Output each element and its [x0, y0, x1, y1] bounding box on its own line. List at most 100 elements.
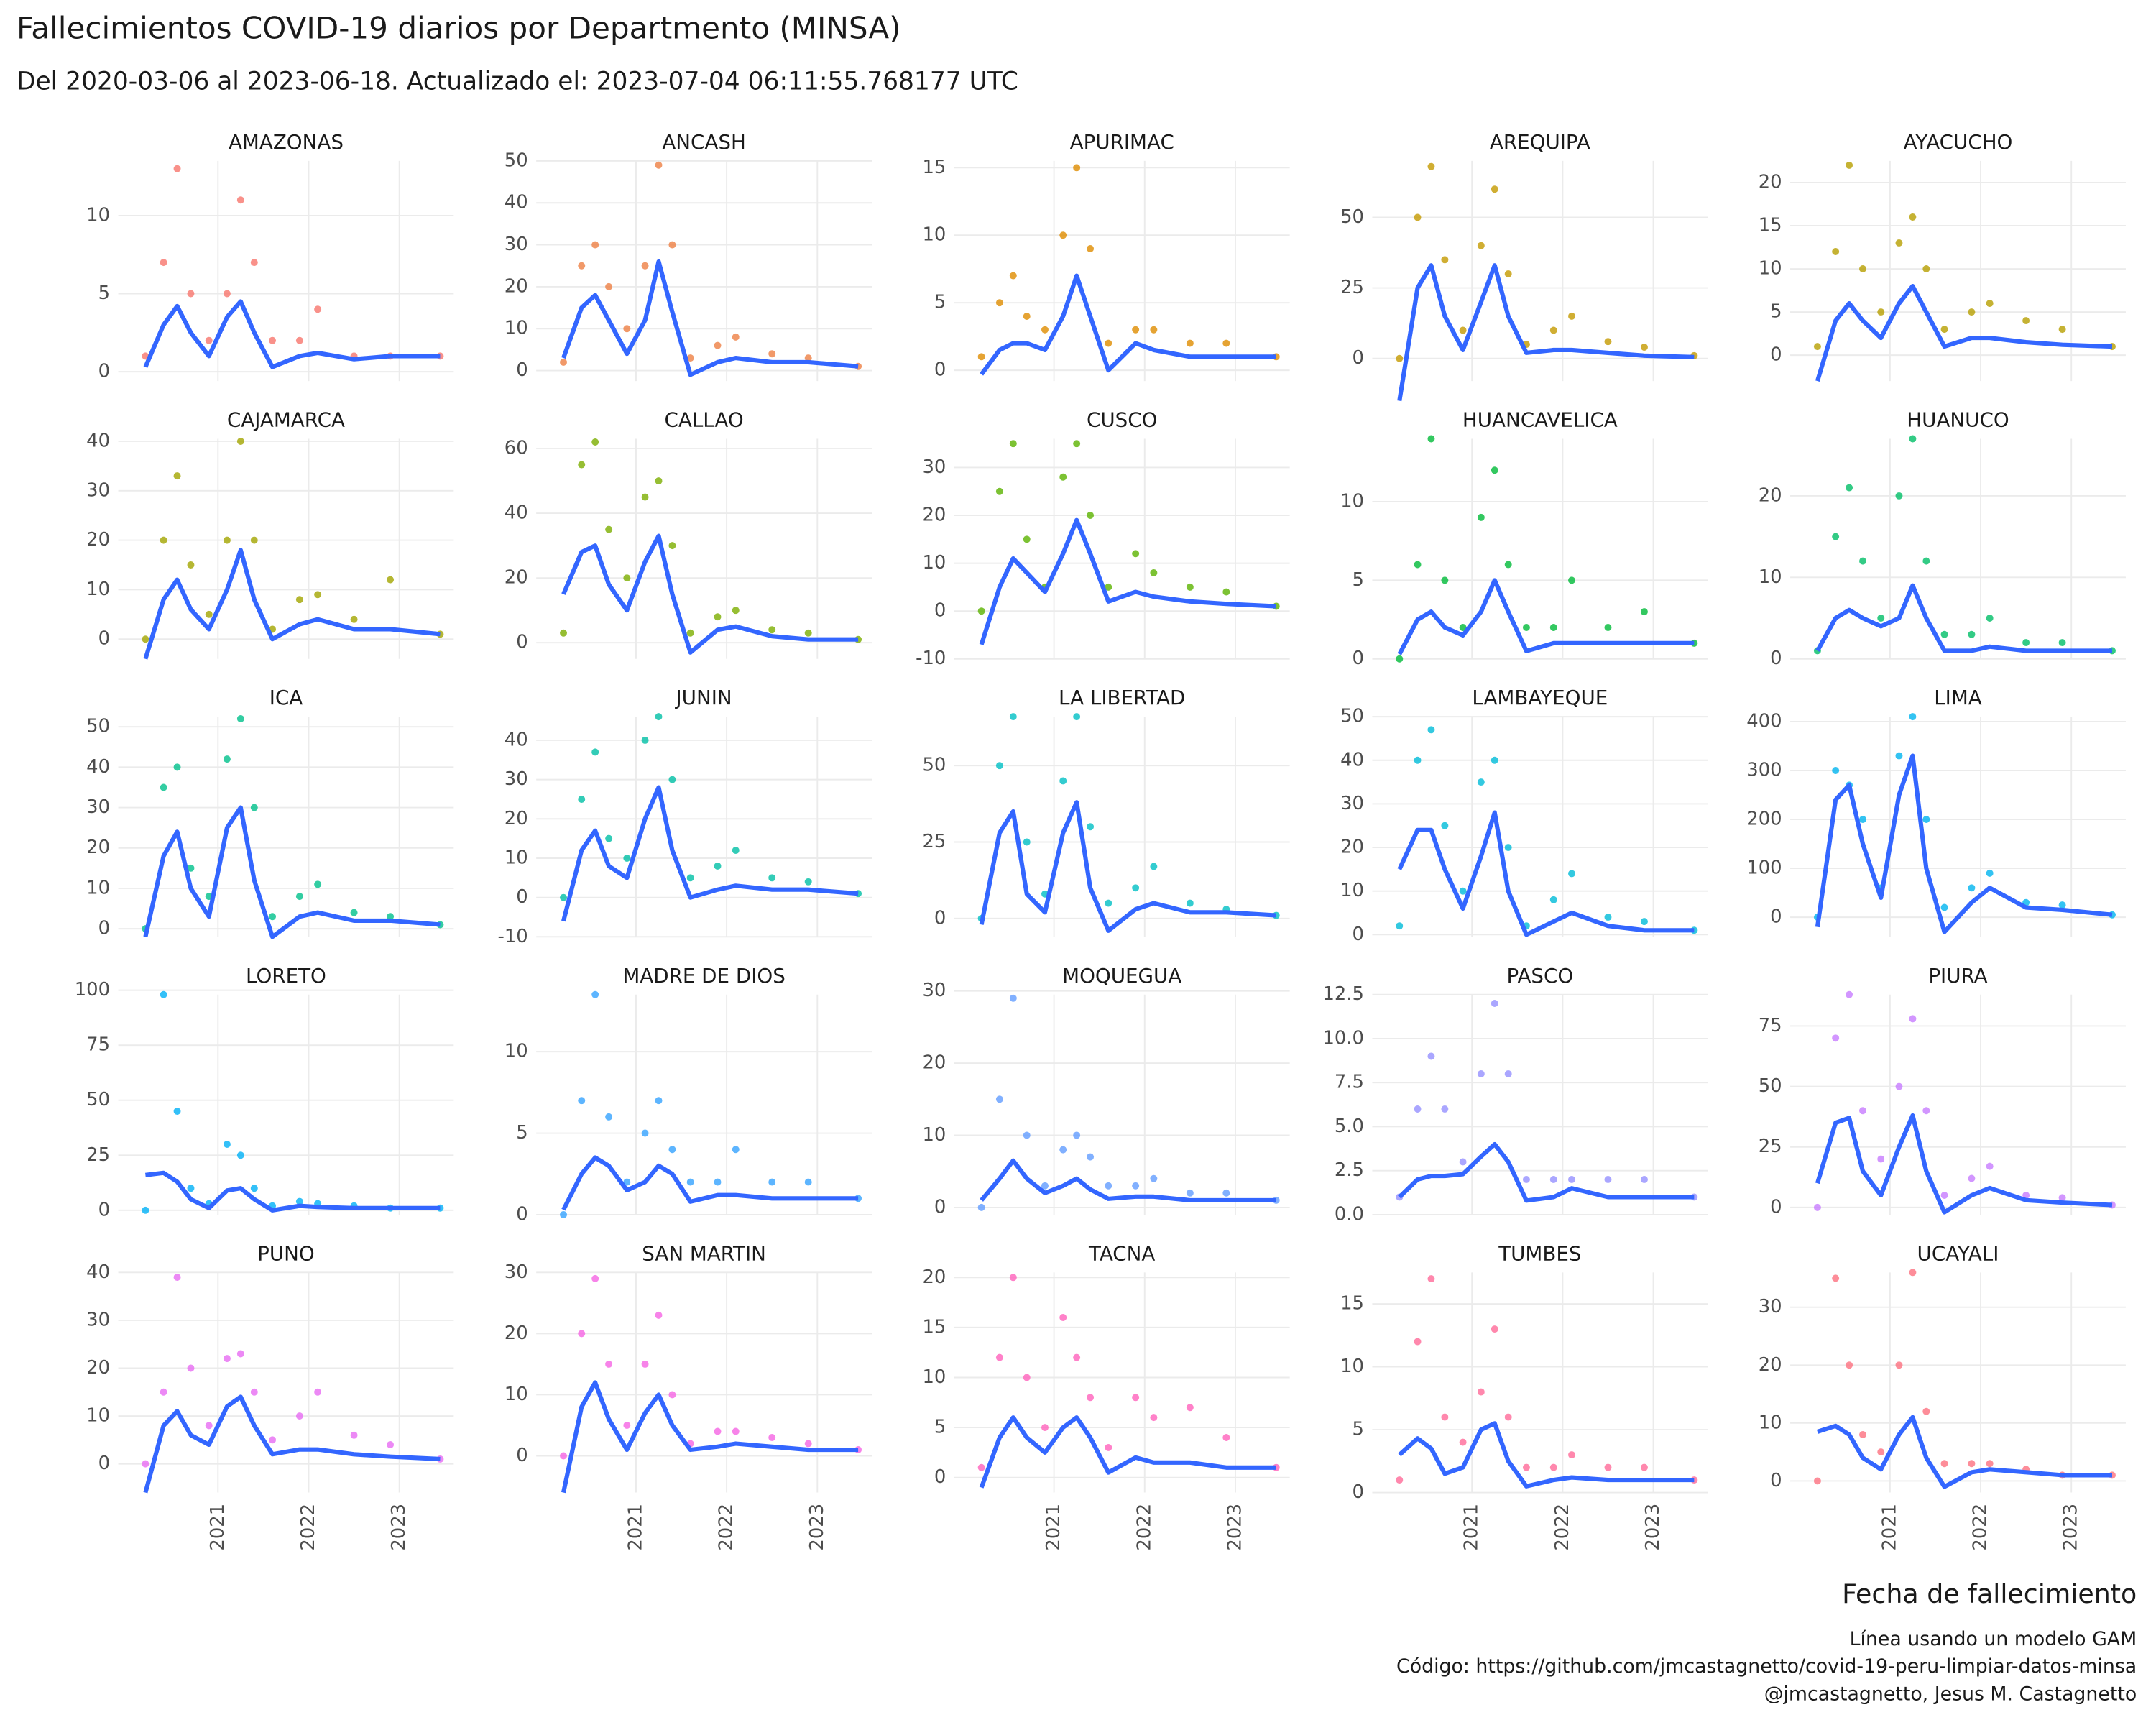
- data-point: [1549, 1175, 1557, 1183]
- chart-title: Fallecimientos COVID-19 diarios por Depa…: [17, 11, 901, 46]
- data-point: [1940, 1460, 1948, 1468]
- y-tick-label: 0: [934, 1196, 946, 1218]
- data-point: [1023, 1374, 1031, 1381]
- y-tick-label: 40: [1340, 749, 1364, 770]
- y-tick-label: 30: [1340, 793, 1364, 814]
- data-point: [250, 259, 258, 267]
- data-point: [1895, 239, 1903, 247]
- y-tick-label: 5: [516, 1122, 528, 1144]
- y-tick-label: 0: [934, 600, 946, 622]
- data-point: [686, 354, 694, 362]
- data-point: [1640, 1175, 1648, 1183]
- y-tick-label: 0: [98, 1199, 110, 1220]
- y-tick-label: 0: [516, 1203, 528, 1225]
- panel-title: APURIMAC: [1070, 130, 1174, 154]
- data-point: [2022, 1192, 2030, 1200]
- data-point: [977, 1463, 985, 1471]
- data-point: [269, 1436, 277, 1444]
- y-tick-label: 40: [86, 756, 110, 778]
- data-point: [1895, 752, 1903, 760]
- data-point: [560, 1210, 567, 1218]
- data-point: [1459, 1158, 1467, 1166]
- data-point: [2058, 639, 2066, 647]
- caption: Código: https://github.com/jmcastagnetto…: [1396, 1655, 2137, 1678]
- y-tick-label: 50: [505, 150, 528, 171]
- data-point: [1832, 248, 1840, 255]
- data-point: [1009, 994, 1017, 1002]
- y-tick-label: 15: [922, 157, 946, 178]
- data-point: [641, 1129, 649, 1137]
- data-point: [1568, 1451, 1575, 1459]
- data-point: [1604, 914, 1612, 921]
- data-point: [387, 576, 395, 584]
- data-point: [1396, 1476, 1404, 1484]
- trend-line: [1398, 1141, 1695, 1203]
- y-tick-label: 30: [922, 980, 946, 1001]
- trend-line: [1398, 1421, 1695, 1489]
- y-tick-label: 0: [934, 1466, 946, 1488]
- data-point: [1846, 990, 1853, 998]
- data-point: [578, 262, 586, 270]
- y-tick-label: 0: [934, 907, 946, 929]
- y-tick-label: 10: [505, 1041, 528, 1062]
- y-tick-label: 40: [86, 430, 110, 451]
- data-point: [250, 804, 258, 811]
- data-point: [1105, 339, 1112, 347]
- caption: Línea usando un modelo GAM: [1850, 1628, 2137, 1650]
- data-point: [591, 990, 599, 998]
- data-point: [641, 262, 649, 270]
- data-point: [1846, 484, 1853, 492]
- y-tick-label: 75: [1759, 1015, 1782, 1036]
- y-tick-label: 0: [1770, 344, 1782, 366]
- data-point: [1150, 1414, 1158, 1422]
- data-point: [250, 1184, 258, 1192]
- data-point: [655, 477, 663, 485]
- data-point: [1986, 300, 1994, 308]
- x-tick-label: 2023: [1224, 1504, 1245, 1551]
- data-point: [1604, 338, 1612, 346]
- y-tick-label: 5: [934, 292, 946, 313]
- data-point: [668, 1391, 676, 1399]
- y-tick-label: 5: [98, 282, 110, 304]
- data-point: [1459, 1438, 1467, 1446]
- trend-line: [1815, 283, 2113, 382]
- panel-title: LAMBAYEQUE: [1472, 686, 1608, 709]
- data-point: [804, 354, 812, 362]
- y-tick-label: 0: [1353, 347, 1364, 369]
- data-point: [1150, 569, 1158, 576]
- data-point: [187, 1184, 195, 1192]
- data-point: [977, 1203, 985, 1211]
- panel-title: PIURA: [1928, 964, 1987, 988]
- y-tick-label: 60: [505, 438, 528, 459]
- data-point: [804, 1440, 812, 1448]
- data-point: [768, 1178, 776, 1186]
- data-point: [1986, 1162, 1994, 1170]
- data-point: [205, 1422, 213, 1430]
- data-point: [1073, 164, 1081, 172]
- panel-title: LIMA: [1934, 686, 1982, 709]
- data-point: [1640, 344, 1648, 351]
- y-tick-label: 10: [505, 1384, 528, 1405]
- y-tick-label: 10: [505, 318, 528, 339]
- data-point: [1909, 1269, 1917, 1276]
- y-tick-label: 20: [1340, 837, 1364, 858]
- y-tick-label: 25: [1340, 277, 1364, 298]
- panel-title: SAN MARTIN: [642, 1241, 766, 1265]
- panel-title: MADRE DE DIOS: [622, 964, 786, 988]
- data-point: [591, 748, 599, 756]
- data-point: [1023, 312, 1031, 320]
- data-point: [387, 1441, 395, 1448]
- data-point: [1491, 466, 1498, 474]
- x-tick-label: 2023: [2060, 1504, 2082, 1551]
- data-point: [1568, 312, 1575, 320]
- data-point: [1604, 624, 1612, 631]
- data-point: [1640, 608, 1648, 616]
- x-tick-label: 2022: [1552, 1504, 1573, 1551]
- data-point: [1491, 1000, 1498, 1007]
- data-point: [1986, 1460, 1994, 1468]
- data-point: [236, 437, 244, 445]
- y-tick-label: 5: [1353, 569, 1364, 591]
- y-tick-label: 0: [98, 918, 110, 939]
- data-point: [1922, 816, 1930, 824]
